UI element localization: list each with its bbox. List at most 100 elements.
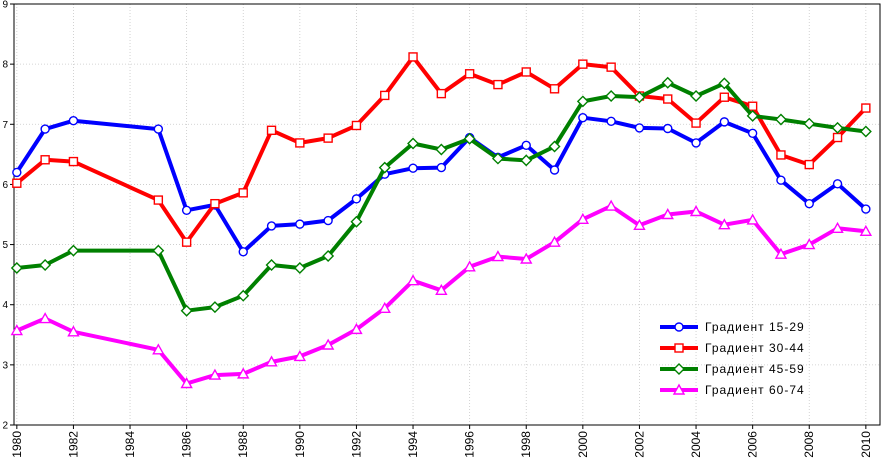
series-3-point — [803, 117, 816, 130]
series-1-point — [776, 175, 786, 185]
series-1-point — [663, 123, 673, 134]
series-4-point — [774, 247, 788, 259]
series-4-point — [350, 322, 363, 335]
series-4-point — [633, 218, 646, 231]
series-2-point — [464, 69, 475, 79]
series-3-point — [661, 76, 674, 89]
y-tick-label: 2 — [2, 421, 8, 432]
y-tick-label: 8 — [2, 60, 8, 71]
series-1-point — [266, 221, 277, 231]
series-4-point — [548, 235, 561, 247]
x-tick-label: 2008 — [802, 431, 816, 458]
series-2-point — [40, 155, 50, 165]
x-tick-label: 1990 — [293, 431, 307, 458]
series-2-point — [266, 125, 277, 136]
x-tick-label: 1998 — [519, 431, 533, 458]
series-2-point — [408, 52, 418, 62]
series-3-point — [208, 301, 221, 314]
series-1-point — [436, 162, 447, 173]
series-4-point — [520, 252, 533, 264]
x-tick-label: 1982 — [66, 431, 80, 458]
legend-marker-4 — [672, 383, 686, 395]
series-4-point — [435, 283, 448, 295]
series-3-point — [491, 152, 504, 165]
series-1-point — [578, 112, 588, 123]
y-tick-label: 5 — [2, 240, 8, 251]
series-3-point — [859, 125, 872, 138]
series-3-point — [435, 143, 448, 156]
series-1-point — [606, 116, 616, 126]
series-4-point — [321, 338, 335, 350]
x-tick-label: 1986 — [180, 431, 194, 458]
series-1-point — [861, 204, 871, 214]
series-3-point — [265, 259, 278, 272]
series-4-point — [38, 312, 52, 324]
series-2-point — [238, 188, 248, 198]
series-3-point — [548, 140, 561, 153]
y-tick-label: 3 — [2, 360, 8, 371]
series-2-point — [210, 198, 220, 209]
plot-background — [14, 4, 880, 425]
series-1-point — [747, 128, 758, 139]
legend-label-3: Градиент 45-59 — [705, 362, 805, 376]
series-4-point — [576, 212, 590, 225]
series-4-point — [265, 355, 278, 367]
series-3-point — [67, 244, 80, 257]
series-4-point — [746, 213, 759, 225]
series-3-point — [407, 137, 420, 150]
series-1-point — [691, 138, 701, 148]
series-2-point — [606, 62, 616, 72]
series-3-point — [322, 250, 335, 262]
series-3-point — [39, 259, 52, 272]
series-4-point — [859, 224, 873, 237]
series-2-point — [12, 178, 22, 188]
legend-marker-3 — [673, 363, 685, 375]
series-4-point — [10, 324, 24, 336]
y-tick-label: 7 — [2, 120, 8, 131]
x-tick-label: 2010 — [859, 431, 873, 458]
series-1-point — [40, 124, 50, 134]
series-2-point — [521, 67, 531, 77]
series-1-point — [238, 247, 248, 257]
series-4-point — [406, 274, 420, 286]
series-3-point — [690, 90, 703, 103]
x-tick-label: 1992 — [349, 431, 363, 458]
y-tick-label: 6 — [2, 180, 8, 191]
series-2-point — [493, 79, 503, 90]
legend-label-1: Градиент 15-29 — [705, 320, 805, 334]
series-2-point — [323, 133, 333, 143]
series-2-point — [804, 159, 814, 170]
series-2-point — [578, 59, 588, 69]
x-tick-label: 1996 — [463, 431, 477, 458]
series-4-point — [803, 238, 816, 250]
legend-label-2: Градиент 30-44 — [705, 341, 805, 355]
series-3-point — [180, 304, 193, 317]
x-tick-label: 1994 — [406, 431, 420, 458]
series-3-point — [746, 109, 759, 122]
x-tick-label: 2006 — [746, 431, 760, 458]
series-1-point — [12, 167, 22, 178]
series-2-point — [747, 101, 758, 111]
series-3-point — [10, 262, 23, 275]
y-tick-label: 9 — [2, 0, 8, 11]
series-3-point — [633, 91, 646, 104]
x-tick-label: 1984 — [123, 431, 137, 458]
series-4-point — [463, 260, 476, 272]
series-2-point — [436, 88, 447, 99]
series-4-point — [152, 343, 165, 355]
series-4-point — [208, 368, 222, 380]
series-3-point — [350, 215, 363, 228]
series-2-point — [380, 90, 390, 101]
x-tick-label: 1980 — [10, 431, 24, 458]
series-4-point — [718, 218, 731, 230]
legend-marker-1 — [674, 322, 684, 332]
series-1-point — [549, 165, 560, 175]
series-2-point — [861, 103, 871, 113]
series-1-point — [521, 140, 531, 151]
x-tick-label: 2004 — [689, 431, 703, 458]
series-1-point — [181, 205, 192, 215]
series-4-point — [67, 325, 80, 337]
series-1-point — [351, 194, 362, 204]
series-2-point — [295, 138, 305, 148]
